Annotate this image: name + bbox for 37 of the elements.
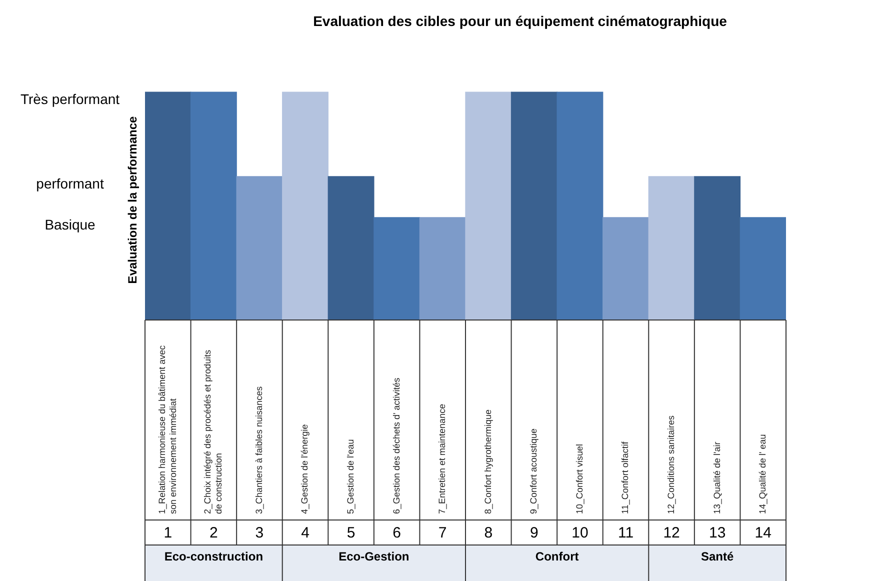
y-axis-title: Evaluation de la performance xyxy=(125,116,140,284)
text: Très performant xyxy=(20,90,120,107)
text: Eco-Gestion xyxy=(338,549,410,564)
x-tick-label: 3_Chantiers à faibles nuisances xyxy=(254,386,264,514)
text: 14 xyxy=(754,524,772,542)
x-tick-label: 5_Gestion de l'eau xyxy=(346,439,356,514)
text: 7 xyxy=(438,524,447,542)
x-tick-label: 11_Confort olfactif xyxy=(620,441,630,514)
text: 1 xyxy=(164,524,172,542)
text: 6 xyxy=(392,524,401,542)
x-tick-label: 1_Relation harmonieuse du bâtiment avec son environnement immédiat xyxy=(156,344,178,514)
text: 4 xyxy=(301,524,310,542)
x-tick-label: 14_Qualité de l' eau xyxy=(758,434,768,514)
x-tick-label: 13_Qualité de l'air xyxy=(712,442,722,514)
text: 2 xyxy=(210,524,218,542)
text: 13 xyxy=(708,524,726,542)
text: performant xyxy=(36,175,104,192)
x-tick-label: 7_Entretien et maintenance xyxy=(437,404,448,514)
text: Santé xyxy=(700,549,734,564)
chart-title: Evaluation des cibles pour un équipement cinématographique xyxy=(313,12,728,29)
text: 9 xyxy=(530,524,538,542)
x-tick-label: 4_Gestion de l'énergie xyxy=(300,424,310,514)
text: Basique xyxy=(44,216,96,232)
x-tick-label: 9_Confort acoustique xyxy=(528,428,539,514)
x-tick-label: 10_Confort visuel xyxy=(574,444,584,514)
x-tick-label: 8_Confort hygrothermique xyxy=(482,409,493,514)
text: 12 xyxy=(663,524,680,542)
x-tick-label: 6_Gestion des déchets d' activités xyxy=(391,377,402,514)
x-tick-label: 12_Conditions sanitaires xyxy=(666,414,676,514)
text: Eco-construction xyxy=(164,549,264,564)
text: 8 xyxy=(484,524,493,542)
text: 5 xyxy=(346,524,356,542)
text: 10 xyxy=(572,524,588,542)
text: Confort xyxy=(535,549,579,564)
text: 3 xyxy=(255,524,264,542)
x-tick-label: 2_Choix intégré des procédés et produits de construction xyxy=(202,349,224,514)
text: 11 xyxy=(618,524,634,542)
